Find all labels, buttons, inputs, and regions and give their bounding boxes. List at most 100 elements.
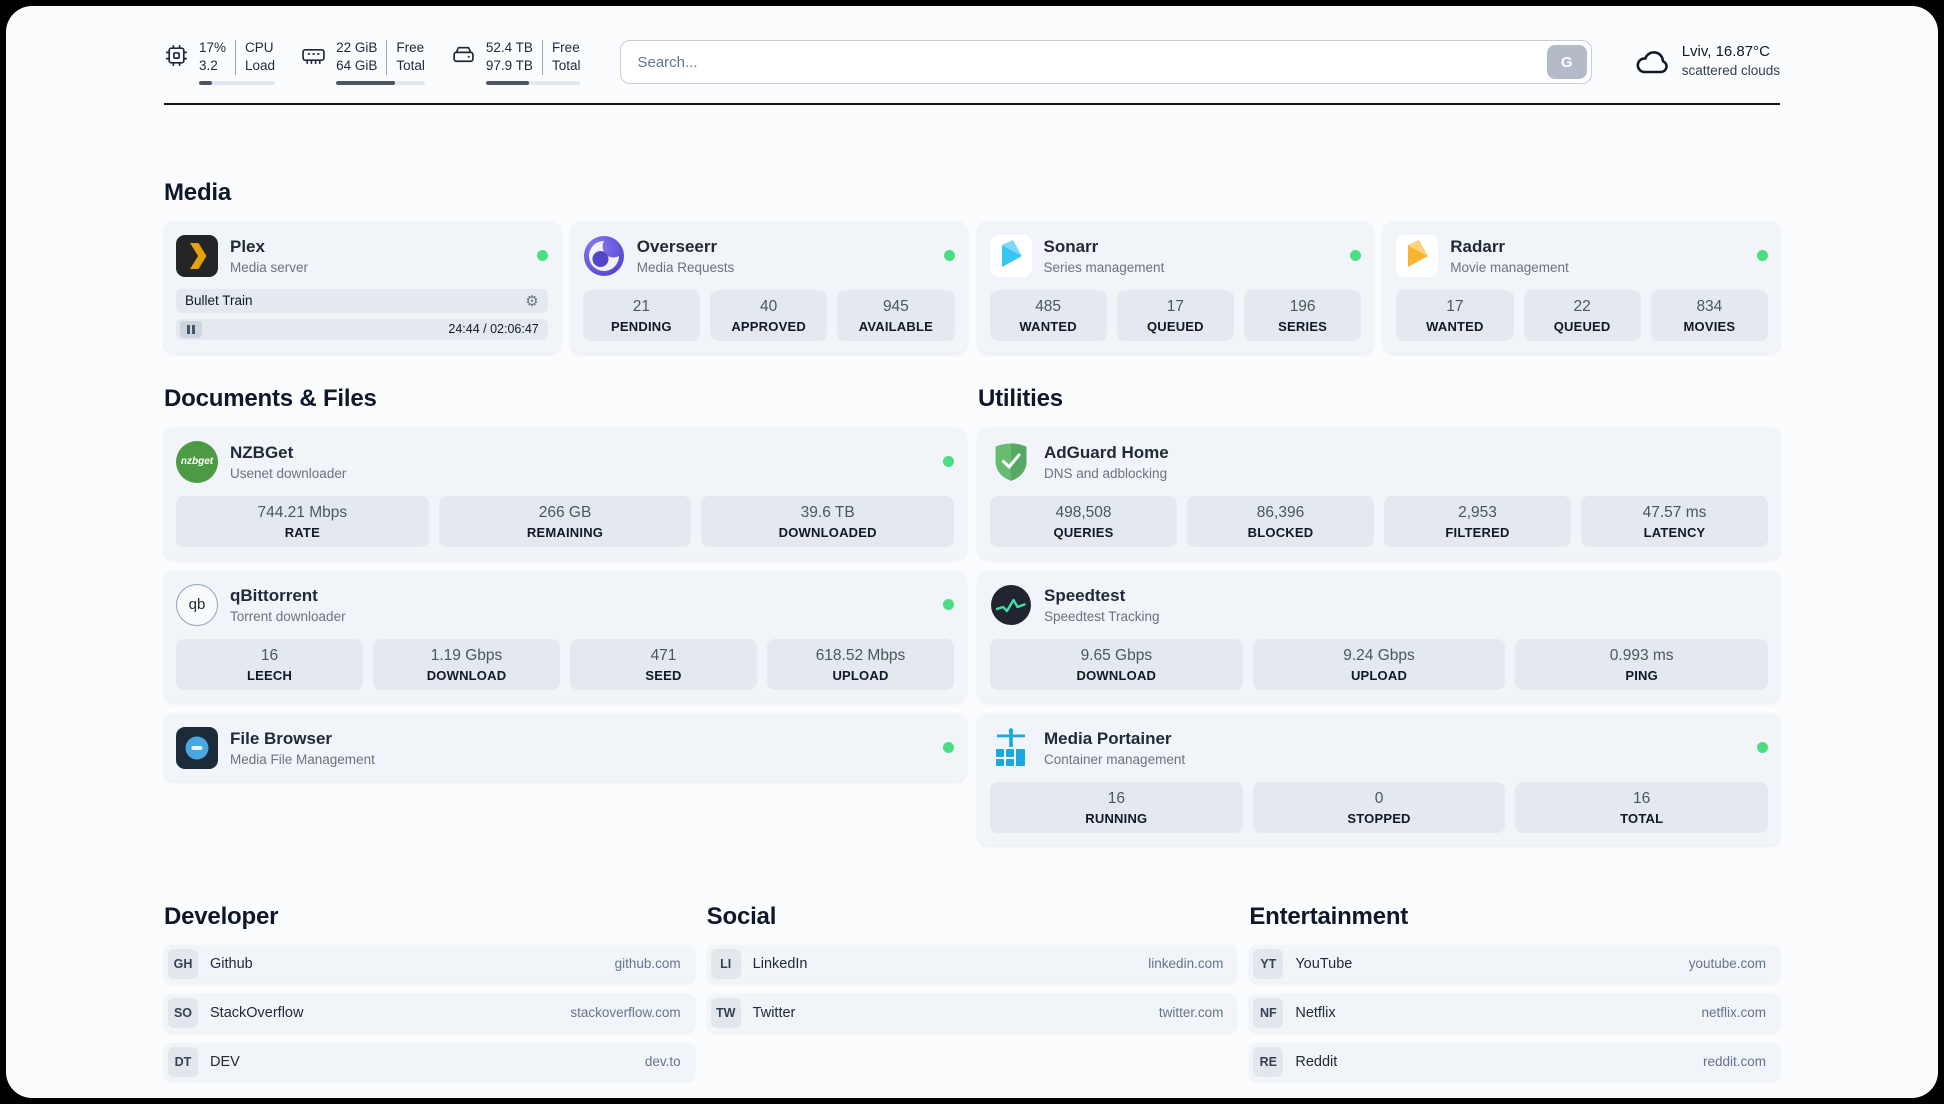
stat-available: 945 AVAILABLE [837,289,955,341]
app-card-adguard[interactable]: AdGuard Home DNS and adblocking 498,508 … [978,427,1780,559]
dev-icon: DT [168,1046,198,1077]
bookmark-url: linkedin.com [1148,956,1224,972]
stat-queued: 22 QUEUED [1523,289,1641,341]
bookmark-name: Reddit [1295,1053,1338,1070]
app-subtitle: Movie management [1450,259,1569,275]
section-title-entertainment: Entertainment [1249,902,1409,930]
stat-remaining: 266 GB REMAINING [438,495,692,547]
memory-total-label: Total [396,57,425,73]
stat-wanted: 485 WANTED [989,289,1107,341]
app-card-portainer[interactable]: Media Portainer Container management 16 … [978,713,1780,845]
bookmark-youtube[interactable]: YT YouTube youtube.com [1249,944,1781,983]
bookmark-name: LinkedIn [752,955,808,972]
memory-progress-bar [336,80,425,85]
app-name: Overseerr [636,236,718,256]
stat-wanted: 17 WANTED [1396,289,1514,341]
stat-running: 16 RUNNING [990,781,1243,833]
section-social: Social LI LinkedIn linkedin.com TW Twitt… [706,902,1238,1081]
youtube-icon: YT [1253,948,1284,979]
now-playing-title: Bullet Train [185,293,253,309]
stat-upload: 9.24 Gbps UPLOAD [1252,638,1506,690]
disk-icon [453,46,474,63]
app-subtitle: DNS and adblocking [1044,465,1168,481]
bookmark-url: github.com [614,956,681,972]
app-name: qBittorrent [230,585,318,605]
cpu-label: CPU [245,40,274,55]
status-dot-online [943,250,955,262]
cpu-icon [166,45,187,66]
app-name: Speedtest [1044,585,1126,605]
plex-now-playing: Bullet Train ⚙ 24:44 / 02:06:47 [176,288,548,340]
netflix-icon: NF [1253,997,1284,1028]
app-card-sonarr[interactable]: Sonarr Series management 485 WANTED 17 Q… [977,221,1374,353]
app-subtitle: Media server [230,259,309,275]
stat-download: 9.65 Gbps DOWNLOAD [990,638,1243,690]
speedtest-icon [990,584,1032,626]
status-dot-online [1350,250,1362,262]
adguard-icon [990,441,1032,483]
bookmark-twitter[interactable]: TW Twitter twitter.com [706,993,1238,1032]
cpu-load-label: Load [245,57,276,73]
stat-total: 16 TOTAL [1515,781,1769,833]
filebrowser-icon [176,726,218,769]
stat-upload: 618.52 Mbps UPLOAD [767,638,954,690]
header-bar: 17% 3.2 CPU Load [164,6,1780,85]
bookmark-url: stackoverflow.com [570,1005,681,1021]
stackoverflow-icon: SO [168,997,198,1028]
bookmark-name: Twitter [752,1004,796,1021]
pause-icon[interactable] [180,320,202,338]
cpu-progress-bar [199,80,276,85]
cpu-load-value: 3.2 [199,57,218,73]
section-title-social: Social [706,902,777,930]
bookmark-linkedin[interactable]: LI LinkedIn linkedin.com [706,944,1238,983]
app-card-plex[interactable]: Plex Media server Bullet Train ⚙ 24:44 /… [164,221,560,353]
app-card-nzbget[interactable]: nzbget NZBGet Usenet downloader 744.21 M… [164,427,966,559]
bookmark-netflix[interactable]: NF Netflix netflix.com [1249,993,1781,1032]
weather-location: Lviv, 16.87°C [1681,43,1770,61]
nzbget-icon: nzbget [176,440,218,483]
divider [541,40,543,75]
bookmark-stackoverflow[interactable]: SO StackOverflow stackoverflow.com [164,993,695,1032]
divider [235,40,237,75]
bookmark-reddit[interactable]: RE Reddit reddit.com [1249,1042,1781,1081]
stat-leech: 16 LEECH [176,638,363,690]
overseerr-icon [583,235,625,277]
memory-progress-fill [336,80,395,85]
memory-free-value: 22 GiB [336,40,378,55]
playback-progress-bar[interactable]: 24:44 / 02:06:47 [176,318,548,340]
app-card-radarr[interactable]: Radarr Movie management 17 WANTED 22 QUE… [1384,221,1780,353]
disk-free-label: Free [551,40,580,55]
sonarr-icon [989,234,1032,277]
gear-icon[interactable]: ⚙ [525,292,539,310]
linkedin-icon: LI [710,948,741,979]
app-card-overseerr[interactable]: Overseerr Media Requests 21 PENDING 40 A… [570,221,967,353]
portainer-icon [990,727,1032,769]
app-subtitle: Media Requests [636,259,735,275]
section-media: Media Plex Media server [164,179,1780,353]
app-card-qbittorrent[interactable]: qb qBittorrent Torrent downloader 16 LEE… [164,570,966,702]
status-dot-online [943,742,954,754]
disk-total-label: Total [551,57,581,73]
cloud-icon [1636,51,1668,74]
app-card-speedtest[interactable]: Speedtest Speedtest Tracking 9.65 Gbps D… [978,570,1780,702]
search-input[interactable] [620,40,1592,85]
weather-widget: Lviv, 16.87°C scattered clouds [1634,43,1780,81]
bookmark-dev[interactable]: DT DEV dev.to [164,1042,695,1081]
disk-total-value: 97.9 TB [485,57,533,73]
search-engine-button[interactable]: G [1546,45,1587,80]
header-divider [164,102,1780,105]
app-card-filebrowser[interactable]: File Browser Media File Management [164,713,966,781]
bookmark-github[interactable]: GH Github github.com [164,944,695,983]
bookmark-url: reddit.com [1702,1054,1767,1070]
github-icon: GH [168,948,198,979]
plex-icon [176,234,218,277]
bookmark-url: dev.to [644,1054,681,1070]
section-title-utilities: Utilities [978,384,1063,412]
stat-blocked: 86,396 BLOCKED [1187,495,1374,547]
stat-ping: 0.993 ms PING [1515,638,1769,690]
app-subtitle: Series management [1043,259,1165,275]
stat-seed: 471 SEED [570,638,757,690]
weather-condition: scattered clouds [1681,63,1780,79]
app-subtitle: Speedtest Tracking [1044,608,1160,624]
stat-downloaded: 39.6 TB DOWNLOADED [701,495,955,547]
